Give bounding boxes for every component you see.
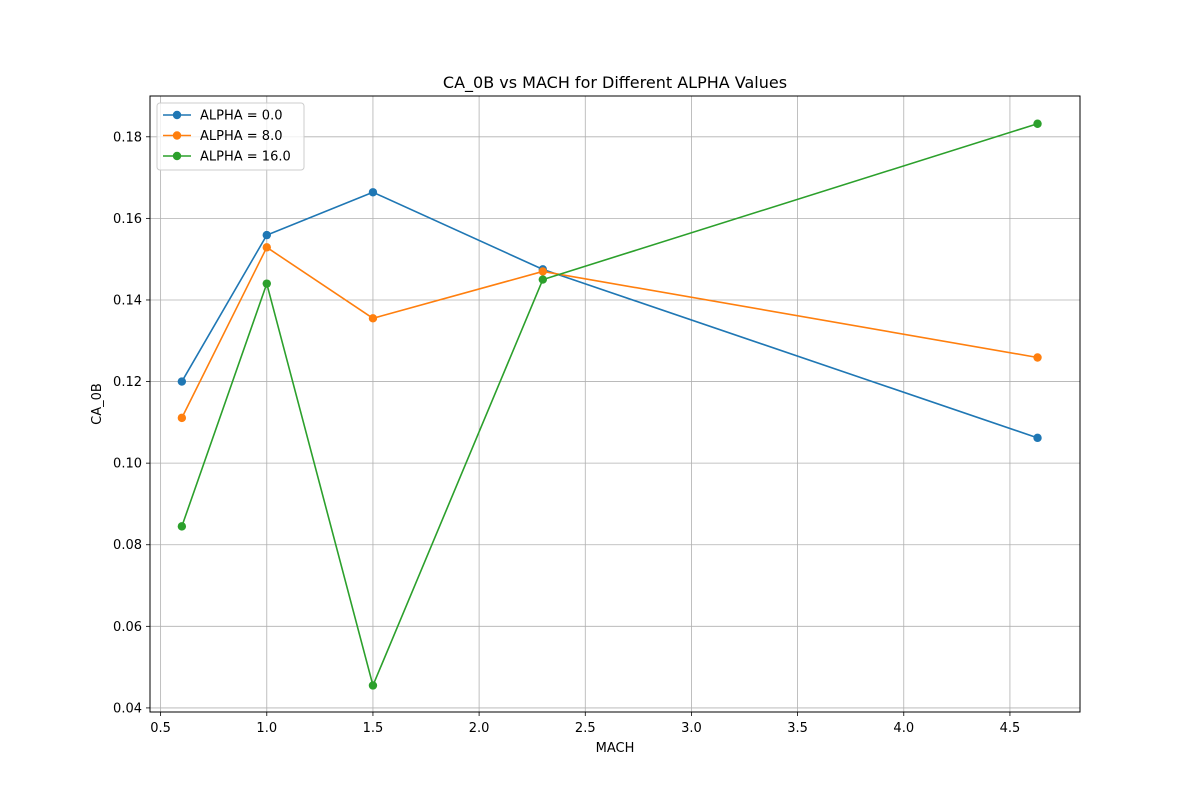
x-axis-ticks: 0.5 1.0 1.5 2.0 2.5 3.0 3.5 4.0 4.5 [150,712,1020,736]
y-tick-label: 0.10 [113,457,142,472]
x-tick-label: 1.5 [363,721,384,736]
x-tick-label: 1.0 [256,721,277,736]
data-point [177,377,187,386]
y-tick-label: 0.06 [113,620,142,635]
y-axis-ticks: 0.04 0.06 0.08 0.10 0.12 0.14 0.16 0.18 [113,130,150,716]
legend-marker [172,110,182,120]
data-point [1033,119,1042,128]
x-tick-label: 3.0 [681,721,702,736]
x-axis-label: MACH [596,741,635,756]
data-point [177,522,187,531]
data-point [1033,353,1042,362]
legend-label: ALPHA = 8.0 [200,129,282,144]
legend-items: ALPHA = 0.0 ALPHA = 8.0 ALPHA = 16.0 [163,109,291,165]
legend-box [156,102,305,171]
data-point [262,230,271,240]
legend-marker [172,131,182,140]
legend-item: ALPHA = 16.0 [163,150,291,165]
legend-marker [172,151,182,161]
data-point [538,267,548,276]
legend-label: ALPHA = 16.0 [200,150,291,165]
series-3 [177,119,1042,690]
x-tick-label: 3.5 [787,721,808,736]
plot-area-frame [149,95,1081,713]
y-axis-label: CA_0B [90,383,105,425]
legend-item: ALPHA = 0.0 [163,109,282,124]
y-tick-label: 0.04 [113,701,142,716]
x-tick-label: 2.0 [469,721,490,736]
y-tick-label: 0.16 [113,212,142,227]
data-point [177,413,187,423]
legend-label: ALPHA = 0.0 [200,109,282,124]
x-tick-label: 4.5 [1000,721,1021,736]
data-point [538,275,548,284]
y-tick-label: 0.12 [113,375,142,390]
legend: ALPHA = 0.0 ALPHA = 8.0 ALPHA = 16.0 [156,102,305,171]
data-point [368,188,378,197]
x-tick-label: 4.0 [893,721,914,736]
x-tick-label: 0.5 [150,721,171,736]
y-tick-label: 0.18 [113,130,142,145]
grid-lines [150,96,1080,712]
data-point [1033,433,1042,443]
chart-title: CA_0B vs MACH for Different ALPHA Values [443,73,787,93]
data-point [262,279,271,288]
y-tick-label: 0.08 [113,538,142,553]
data-point [368,314,378,323]
legend-item: ALPHA = 8.0 [163,129,282,144]
series-layer [177,119,1042,690]
data-point [262,243,271,252]
x-tick-label: 2.5 [575,721,596,736]
y-tick-label: 0.14 [113,293,142,308]
data-point [368,681,378,690]
series-2 [177,243,1042,423]
